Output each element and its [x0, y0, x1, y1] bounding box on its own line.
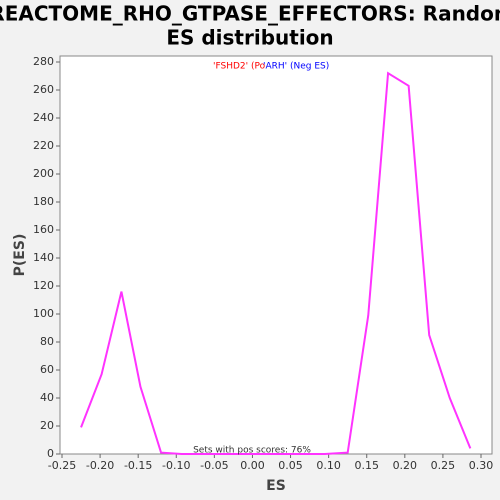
- x-tick-label: 0.00: [240, 459, 265, 472]
- x-tick-label: 0.15: [354, 459, 379, 472]
- y-tick-label: 160: [33, 223, 54, 236]
- x-tick-label: 0.25: [431, 459, 456, 472]
- plot-area: [59, 55, 493, 455]
- y-tick-label: 240: [33, 111, 54, 124]
- y-axis-label: P(ES): [12, 234, 28, 277]
- annotation: 'FSHD2' (Po: [213, 62, 266, 72]
- x-tick-label: -0.20: [86, 459, 114, 472]
- y-tick-label: 40: [40, 391, 54, 404]
- footnote: Sets with pos scores: 76%: [193, 446, 311, 456]
- y-tick-label: 180: [33, 195, 54, 208]
- x-axis-label: ES: [266, 478, 286, 494]
- y-tick-label: 0: [47, 447, 54, 460]
- annotation: 'ARH' (Neg ES): [263, 62, 329, 72]
- y-tick-label: 80: [40, 335, 54, 348]
- chart-subtitle: ES distribution: [166, 26, 333, 50]
- y-tick-label: 140: [33, 251, 54, 264]
- y-tick-label: 260: [33, 83, 54, 96]
- x-tick-label: 0.30: [469, 459, 494, 472]
- x-tick-label: 0.05: [278, 459, 303, 472]
- y-tick-label: 280: [33, 55, 54, 68]
- y-tick-label: 120: [33, 279, 54, 292]
- x-tick-label: 0.10: [316, 459, 341, 472]
- x-tick-label: -0.05: [200, 459, 228, 472]
- y-tick-label: 100: [33, 307, 54, 320]
- x-tick-label: -0.25: [48, 459, 76, 472]
- y-tick-label: 60: [40, 363, 54, 376]
- chart-title: REACTOME_RHO_GTPASE_EFFECTORS: Random: [0, 2, 500, 26]
- x-tick-label: 0.20: [393, 459, 418, 472]
- y-tick-label: 220: [33, 139, 54, 152]
- line: [80, 71, 472, 455]
- x-tick-label: -0.15: [124, 459, 152, 472]
- x-tick-label: -0.10: [162, 459, 190, 472]
- y-tick-label: 20: [40, 419, 54, 432]
- y-tick-label: 200: [33, 167, 54, 180]
